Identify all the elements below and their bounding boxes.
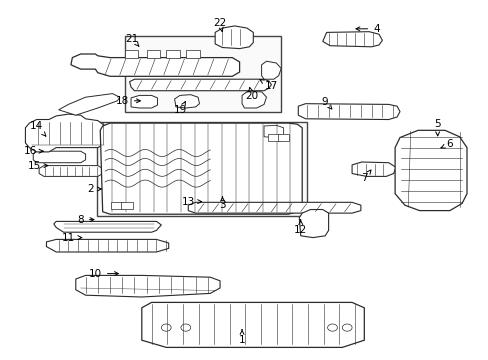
Bar	[121, 202, 133, 209]
Polygon shape	[76, 275, 220, 297]
Polygon shape	[298, 104, 399, 120]
Polygon shape	[242, 92, 266, 108]
Text: 22: 22	[213, 18, 226, 32]
Polygon shape	[188, 202, 360, 213]
Polygon shape	[46, 239, 168, 252]
Polygon shape	[215, 26, 253, 49]
Polygon shape	[39, 166, 102, 176]
Text: 3: 3	[219, 197, 225, 210]
Polygon shape	[71, 54, 239, 76]
Bar	[146, 50, 160, 58]
Bar	[185, 50, 199, 58]
Polygon shape	[261, 61, 281, 79]
Polygon shape	[33, 151, 85, 163]
Polygon shape	[25, 114, 107, 152]
Text: 9: 9	[321, 96, 331, 109]
Text: 15: 15	[27, 161, 48, 171]
Text: 18: 18	[115, 96, 140, 106]
Polygon shape	[59, 94, 120, 115]
Polygon shape	[394, 130, 466, 211]
Text: 13: 13	[181, 197, 201, 207]
Bar	[166, 50, 180, 58]
Text: 4: 4	[355, 24, 379, 34]
Polygon shape	[351, 162, 395, 176]
Text: 20: 20	[245, 87, 258, 101]
Polygon shape	[142, 302, 364, 347]
Polygon shape	[54, 221, 161, 232]
Polygon shape	[264, 125, 283, 138]
Text: 10: 10	[89, 269, 118, 279]
Bar	[97, 122, 306, 216]
Bar	[111, 202, 123, 209]
Text: 19: 19	[174, 102, 187, 115]
Polygon shape	[174, 95, 199, 108]
Bar	[267, 134, 279, 141]
Polygon shape	[299, 210, 328, 238]
Bar	[124, 36, 281, 112]
Text: 1: 1	[238, 330, 245, 345]
Bar	[124, 50, 138, 58]
Polygon shape	[131, 95, 157, 108]
Text: 16: 16	[23, 146, 43, 156]
Text: 11: 11	[61, 233, 81, 243]
Text: 21: 21	[125, 33, 139, 46]
Text: 5: 5	[433, 119, 440, 136]
Text: 17: 17	[259, 80, 278, 91]
Text: 12: 12	[293, 220, 307, 235]
Text: 2: 2	[87, 184, 101, 194]
Text: 7: 7	[360, 170, 370, 183]
Text: 6: 6	[440, 139, 452, 149]
Polygon shape	[129, 79, 271, 91]
Bar	[277, 134, 289, 141]
Polygon shape	[322, 32, 382, 47]
Polygon shape	[100, 123, 302, 214]
Text: 8: 8	[77, 215, 94, 225]
Text: 14: 14	[30, 121, 46, 136]
